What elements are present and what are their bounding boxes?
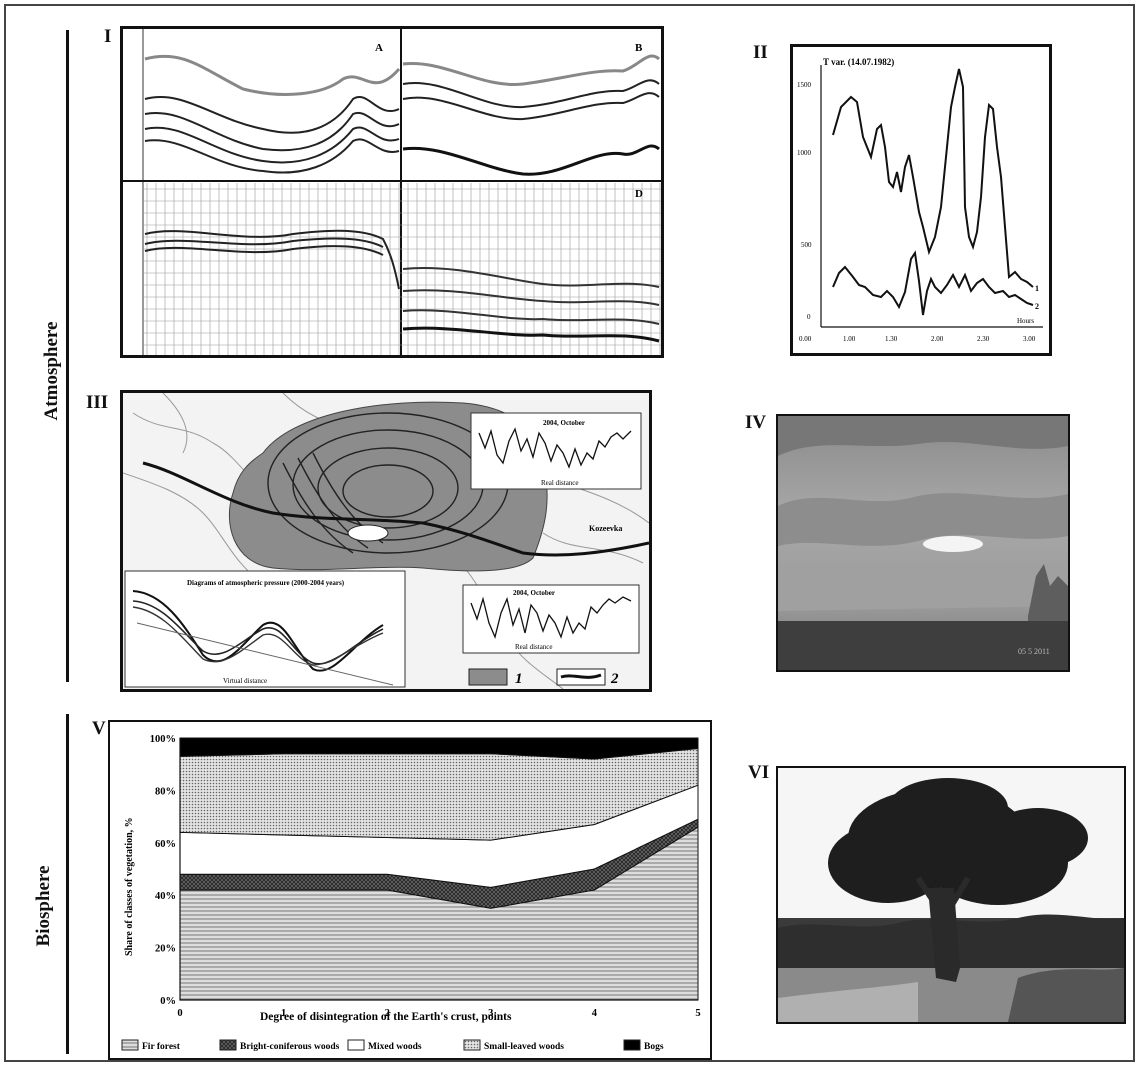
panel-III-inset-1: 2004, October Real distance <box>470 412 642 490</box>
area-bogs <box>179 737 699 760</box>
panel-V-label: V <box>92 718 106 739</box>
legend-swatch <box>219 1039 237 1051</box>
panel-I-sub-B: B <box>635 42 643 54</box>
panel-II-xtick-0: 0.00 <box>799 335 812 343</box>
panel-II-xtick-3: 2.00 <box>931 335 944 343</box>
atmosphere-label: Atmosphere <box>41 321 62 421</box>
atmosphere-bracket <box>66 30 69 682</box>
panel-I-sub-C: C <box>363 188 371 200</box>
panel-IV-photo: 05 5 2011 <box>776 414 1070 672</box>
chart-ylabel: Share of classes of vegetation, % <box>124 817 135 956</box>
panel-II-label: II <box>753 42 768 63</box>
y-tick-label: 80% <box>155 786 176 797</box>
y-tick-label: 40% <box>155 891 176 902</box>
panel-III-inset-1-xlabel: Real distance <box>541 479 579 487</box>
panel-III-legend: 1 2 <box>468 668 619 687</box>
panel-II-title: T var. (14.07.1982) <box>823 57 894 67</box>
panel-II-ytick-0: 1500 <box>797 81 812 89</box>
panel-II-ytick-3: 0 <box>807 313 811 321</box>
chart-xlabel: Degree of disintegration of the Earth's … <box>260 1011 512 1023</box>
panel-II-xtick-2: 1.30 <box>885 335 898 343</box>
cloud-sky-photo: 05 5 2011 <box>778 416 1068 670</box>
y-tick-label: 100% <box>150 734 176 745</box>
figure-frame <box>4 4 1135 1062</box>
panel-II-ytick-2: 500 <box>801 241 812 249</box>
panel-IV-timestamp: 05 5 2011 <box>1018 647 1050 656</box>
panel-II-svg: T var. (14.07.1982) 1500 1000 500 0 0.00… <box>797 57 1043 343</box>
legend-label: Fir forest <box>142 1042 181 1052</box>
chart-y-ticks: 0% 20% 40% 60% 80% 100% <box>150 734 176 1007</box>
panel-III-legend-1: 1 <box>515 671 523 687</box>
legend-label: Small-leaved woods <box>484 1042 564 1052</box>
panel-III-inset-1-title: 2004, October <box>543 419 585 427</box>
legend-swatch <box>623 1039 641 1051</box>
legend-swatch <box>463 1039 481 1051</box>
panel-II-curve-1: 1 <box>1035 284 1039 293</box>
panel-I-svg: A B C D <box>123 29 661 355</box>
legend-label: Mixed woods <box>368 1042 422 1052</box>
y-tick-label: 20% <box>155 944 176 955</box>
x-tick-label: 2 <box>385 1008 390 1019</box>
panel-II-xtick-5: 3.00 <box>1023 335 1036 343</box>
vegetation-area-chart: Share of classes of vegetation, % 0% 20% 4… <box>121 734 701 1052</box>
panel-III-anomaly-zone <box>228 401 548 572</box>
panel-I-chart: A B C D <box>120 26 664 358</box>
panel-II-xunit: Hours <box>1017 317 1034 325</box>
panel-III-inset-2-xlabel: Real distance <box>515 643 553 651</box>
panel-II-xtick-1: 1.00 <box>843 335 856 343</box>
legend-swatch <box>121 1039 139 1051</box>
legend-label: Bogs <box>644 1042 664 1052</box>
panel-I-sub-A: A <box>375 42 383 54</box>
y-tick-label: 60% <box>155 839 176 850</box>
panel-IV-label: IV <box>745 412 767 433</box>
biosphere-bracket <box>66 714 69 1054</box>
x-tick-label: 0 <box>177 1008 182 1019</box>
panel-III-map: Kozeevka 2004, October Real distance Dia… <box>120 390 652 692</box>
panel-III-pressure-diagram: Diagrams of atmospheric pressure (2000-2… <box>124 570 406 688</box>
panel-I-sub-D: D <box>635 188 643 200</box>
panel-III-legend-2: 2 <box>610 671 619 687</box>
legend-label: Bright-coniferous woods <box>240 1042 340 1052</box>
panel-III-inset-2-title: 2004, October <box>513 589 555 597</box>
chart-areas <box>179 737 699 1001</box>
panel-VI-photo <box>776 766 1126 1024</box>
x-tick-label: 3 <box>488 1008 493 1019</box>
biosphere-label: Biosphere <box>33 865 54 947</box>
x-tick-label: 1 <box>281 1008 286 1019</box>
tree-photo <box>778 768 1124 1022</box>
panel-II-ytick-1: 1000 <box>797 149 812 157</box>
panel-II-curve-2: 2 <box>1035 302 1039 311</box>
panel-III-diagram-title: Diagrams of atmospheric pressure (2000-2… <box>187 579 345 587</box>
panel-I-label: I <box>104 26 112 47</box>
panel-III-diagram-xlabel: Virtual distance <box>223 677 267 685</box>
legend-swatch <box>347 1039 365 1051</box>
y-tick-label: 0% <box>160 996 176 1007</box>
x-tick-label: 5 <box>695 1008 700 1019</box>
panel-II-chart: T var. (14.07.1982) 1500 1000 500 0 0.00… <box>790 44 1052 356</box>
panel-III-river-label: Kozeevka <box>589 524 622 533</box>
panel-III-inset-2: 2004, October Real distance <box>462 584 640 654</box>
chart-legend: Fir forest Bright-coniferous woods Mixed w… <box>121 1039 664 1052</box>
panel-III-svg: Kozeevka 2004, October Real distance Dia… <box>123 393 649 689</box>
panel-V-chart: Share of classes of vegetation, % 0% 20% 4… <box>108 720 712 1060</box>
x-tick-label: 4 <box>592 1008 598 1019</box>
panel-II-xtick-4: 2.30 <box>977 335 990 343</box>
panel-VI-label: VI <box>748 762 770 783</box>
panel-III-label: III <box>86 392 109 413</box>
chart-axes <box>179 738 698 1001</box>
chart-x-ticks: 0 1 2 3 4 5 <box>177 1008 700 1019</box>
